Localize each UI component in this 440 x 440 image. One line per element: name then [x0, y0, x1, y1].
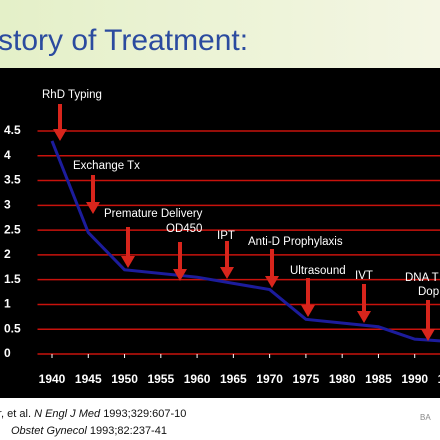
arrow-head: [220, 267, 234, 279]
arrow-head: [357, 311, 371, 323]
y-tick-label: 4: [4, 148, 11, 162]
y-tick-label: 1: [4, 297, 11, 311]
footer-band: [0, 398, 440, 440]
arrow-head: [173, 269, 187, 281]
annotation: Anti-D Prophylaxis: [248, 236, 343, 248]
x-tick-label: 1965: [220, 372, 247, 386]
arrow-head: [86, 202, 100, 214]
plot: 0 0.5 1 1.5 2 2.5 3 3.5 4 4.5 1940 1945 1950 1955 1960…: [4, 89, 440, 386]
logo: BA: [420, 413, 431, 422]
chart-background: [0, 68, 440, 398]
y-tick-label: 2: [4, 247, 11, 261]
annotation: OD450: [166, 223, 202, 235]
y-tick-label: 2.5: [4, 222, 21, 236]
arrow-head: [121, 256, 135, 268]
arrow-head: [301, 305, 315, 317]
x-tick-label: 1990: [401, 372, 428, 386]
y-tick-label: 3.5: [4, 173, 21, 187]
y-tick-label: 4.5: [4, 123, 21, 137]
x-tick-label: 1985: [365, 372, 392, 386]
y-tick-label: 1.5: [4, 272, 21, 286]
arrow-head: [421, 329, 435, 341]
y-tick-label: 0: [4, 346, 11, 360]
x-tick-label: 1945: [75, 372, 102, 386]
x-tick-label: 1975: [293, 372, 320, 386]
reference: r, et al. N Engl J Med 1993;329:607-10: [0, 408, 186, 420]
annotation: IPT: [217, 230, 235, 242]
arrow-head: [53, 129, 67, 141]
x-tick-label: 1980: [329, 372, 356, 386]
annotation: RhD Typing: [42, 89, 102, 101]
annotation: Ultrasound: [290, 265, 346, 277]
annotation: Exchange Tx: [73, 160, 140, 172]
data-line: [50, 140, 440, 343]
y-tick-label: 3: [4, 198, 11, 212]
annotation: IVT: [355, 270, 373, 282]
x-tick-label: 1995: [438, 372, 440, 386]
annotation: Dop: [418, 286, 439, 298]
x-tick-label: 1970: [256, 372, 283, 386]
annotation: DNA T: [405, 272, 439, 284]
y-tick-label: 0.5: [4, 321, 21, 335]
x-tick-label: 1960: [184, 372, 211, 386]
slide-title: story of Treatment:: [0, 24, 248, 57]
x-tick-label: 1950: [111, 372, 138, 386]
header-band: [0, 0, 440, 68]
x-tick-label: 1940: [39, 372, 66, 386]
reference: Obstet Gynecol 1993;82:237-41: [11, 425, 167, 437]
arrow-head: [265, 276, 279, 288]
x-tick-label: 1955: [147, 372, 174, 386]
annotation: Premature Delivery: [104, 208, 203, 220]
